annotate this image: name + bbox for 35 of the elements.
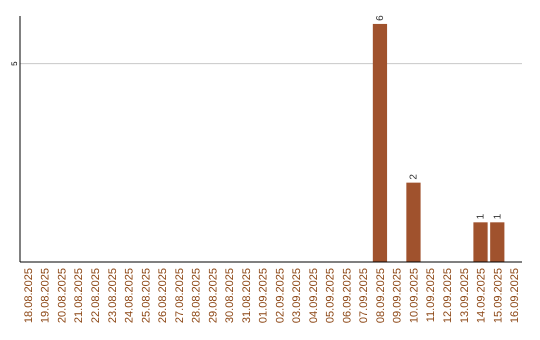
data-label: 2 <box>408 174 420 180</box>
x-tick-label: 31.08.2025 <box>240 268 253 324</box>
x-tick-label: 03.09.2025 <box>291 268 304 324</box>
x-tick-label: 28.08.2025 <box>190 268 203 324</box>
x-tick-label: 09.09.2025 <box>392 268 404 324</box>
x-tick-label: 24.08.2025 <box>124 268 136 324</box>
x-tick-label: 20.08.2025 <box>56 268 68 324</box>
x-tick-label: 26.08.2025 <box>157 268 170 324</box>
x-tick-label: 04.09.2025 <box>308 268 320 324</box>
x-tick-label: 05.09.2025 <box>324 268 337 324</box>
data-label: 6 <box>374 14 386 21</box>
x-tick-label: 18.08.2025 <box>22 268 35 324</box>
x-tick-label: 21.08.2025 <box>73 268 86 324</box>
x-tick-label: 30.08.2025 <box>224 268 236 324</box>
x-tick-label: 11.09.2025 <box>425 268 438 322</box>
x-tick-label: 19.08.2025 <box>40 268 52 324</box>
x-tick-label: 22.08.2025 <box>90 268 102 324</box>
x-tick-label: 12.09.2025 <box>442 268 454 324</box>
x-tick-label: 08.09.2025 <box>374 268 387 324</box>
x-tick-label: 13.09.2025 <box>458 268 471 324</box>
x-tick-label: 07.09.2025 <box>358 268 370 324</box>
x-tick-label: 02.09.2025 <box>274 268 286 324</box>
x-tick-label: 14.09.2025 <box>476 268 488 324</box>
x-tick-label: 10.09.2025 <box>408 268 420 324</box>
data-label: 1 <box>492 213 504 220</box>
x-tick-label: 23.08.2025 <box>106 268 119 324</box>
x-tick-label: 27.08.2025 <box>174 268 186 324</box>
x-tick-label: 01.09.2025 <box>258 268 270 324</box>
x-tick-label: 15.09.2025 <box>492 268 504 324</box>
x-tick-label: 25.08.2025 <box>140 268 152 324</box>
y-tick-label: 5 <box>10 60 19 66</box>
x-tick-label: 16.09.2025 <box>509 268 522 324</box>
x-tick-label: 29.08.2025 <box>207 268 220 324</box>
data-label: 1 <box>476 213 487 220</box>
x-tick-label: 06.09.2025 <box>341 268 354 324</box>
